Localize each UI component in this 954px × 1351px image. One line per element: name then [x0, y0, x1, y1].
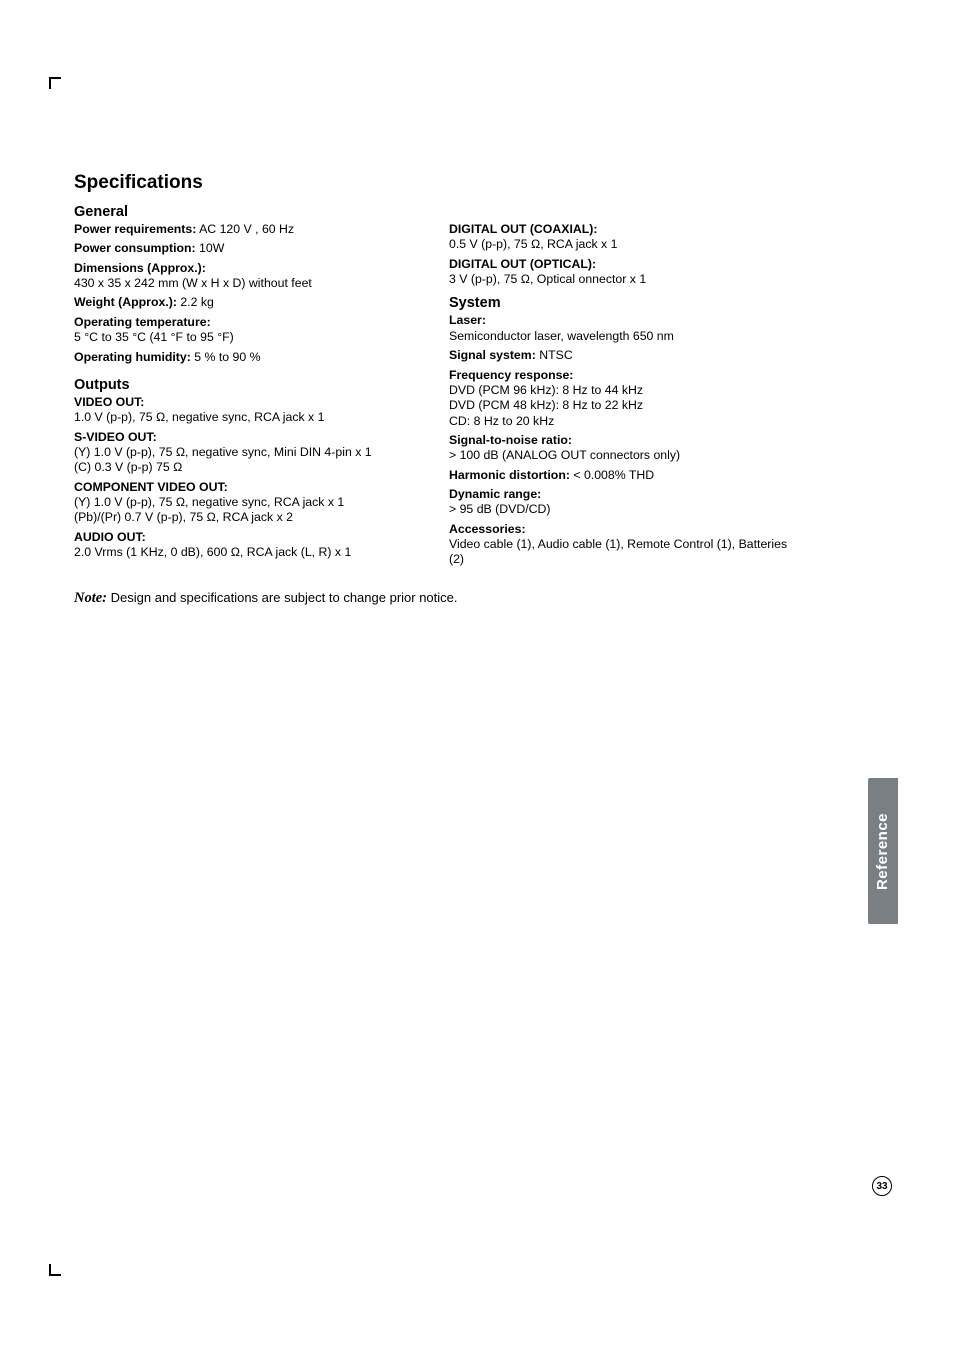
- label: Weight (Approx.):: [74, 295, 177, 309]
- label: DIGITAL OUT (OPTICAL):: [449, 257, 596, 271]
- value: 5 °C to 35 °C (41 °F to 95 °F): [74, 330, 234, 344]
- value: CD: 8 Hz to 20 kHz: [449, 414, 554, 428]
- spec-svideo-out: S-VIDEO OUT:(Y) 1.0 V (p-p), 75 Ω, negat…: [74, 430, 419, 476]
- spec-digital-opt: DIGITAL OUT (OPTICAL):3 V (p-p), 75 Ω, O…: [449, 257, 794, 288]
- value: Semiconductor laser, wavelength 650 nm: [449, 329, 674, 343]
- spec-snr: Signal-to-noise ratio:> 100 dB (ANALOG O…: [449, 433, 794, 464]
- spec-dynamic-range: Dynamic range:> 95 dB (DVD/CD): [449, 487, 794, 518]
- label: Signal system:: [449, 348, 536, 362]
- column-left: General Power requirements: AC 120 V , 6…: [74, 200, 419, 572]
- value: AC 120 V , 60 Hz: [199, 222, 294, 236]
- label: DIGITAL OUT (COAXIAL):: [449, 222, 597, 236]
- label: Harmonic distortion:: [449, 468, 570, 482]
- crop-mark: [49, 77, 51, 89]
- value: (Pb)/(Pr) 0.7 V (p-p), 75 Ω, RCA jack x …: [74, 510, 293, 524]
- spec-power-cons: Power consumption: 10W: [74, 241, 419, 256]
- spec-op-hum: Operating humidity: 5 % to 90 %: [74, 350, 419, 365]
- spec-power-req: Power requirements: AC 120 V , 60 Hz: [74, 222, 419, 237]
- spec-weight: Weight (Approx.): 2.2 kg: [74, 295, 419, 310]
- note-text: Design and specifications are subject to…: [111, 590, 458, 605]
- section-outputs: Outputs: [74, 377, 419, 393]
- label: Operating temperature:: [74, 315, 211, 329]
- spec-laser: Laser: Semiconductor laser, wavelength 65…: [449, 313, 794, 344]
- value: 1.0 V (p-p), 75 Ω, negative sync, RCA ja…: [74, 410, 324, 424]
- page-number: 33: [872, 1176, 892, 1196]
- content-area: Specifications General Power requirement…: [74, 172, 794, 607]
- section-general: General: [74, 204, 419, 220]
- spec-audio-out: AUDIO OUT:2.0 Vrms (1 KHz, 0 dB), 600 Ω,…: [74, 530, 419, 561]
- note-label: Note:: [74, 590, 107, 606]
- label: S-VIDEO OUT:: [74, 430, 157, 444]
- spec-dimensions: Dimensions (Approx.):430 x 35 x 242 mm (…: [74, 261, 419, 292]
- spec-video-out: VIDEO OUT:1.0 V (p-p), 75 Ω, negative sy…: [74, 395, 419, 426]
- label: Dimensions (Approx.):: [74, 261, 206, 275]
- value: 3 V (p-p), 75 Ω, Optical onnector x 1: [449, 272, 646, 286]
- value: Video cable (1), Audio cable (1), Remote…: [449, 537, 787, 566]
- label: Operating humidity:: [74, 350, 191, 364]
- label: Power consumption:: [74, 241, 196, 255]
- spec-component-out: COMPONENT VIDEO OUT:(Y) 1.0 V (p-p), 75 …: [74, 480, 419, 526]
- label: AUDIO OUT:: [74, 530, 146, 544]
- value: (C) 0.3 V (p-p) 75 Ω: [74, 460, 182, 474]
- label: Frequency response:: [449, 368, 573, 382]
- spec-op-temp: Operating temperature:5 °C to 35 °C (41 …: [74, 315, 419, 346]
- value: < 0.008% THD: [573, 468, 654, 482]
- value: NTSC: [539, 348, 572, 362]
- spacer: [449, 200, 794, 222]
- label: Dynamic range:: [449, 487, 541, 501]
- value: (Y) 1.0 V (p-p), 75 Ω, negative sync, RC…: [74, 495, 344, 509]
- value: 10W: [199, 241, 224, 255]
- label: Laser:: [449, 313, 486, 327]
- value: 5 % to 90 %: [194, 350, 260, 364]
- spec-freq-response: Frequency response:DVD (PCM 96 kHz): 8 H…: [449, 368, 794, 429]
- value: 2.2 kg: [180, 295, 214, 309]
- value: DVD (PCM 48 kHz): 8 Hz to 22 kHz: [449, 398, 643, 412]
- value: 0.5 V (p-p), 75 Ω, RCA jack x 1: [449, 237, 617, 251]
- note: Note: Design and specifications are subj…: [74, 590, 794, 607]
- column-right: DIGITAL OUT (COAXIAL):0.5 V (p-p), 75 Ω,…: [449, 200, 794, 572]
- value: 430 x 35 x 242 mm (W x H x D) without fe…: [74, 276, 312, 290]
- value: > 100 dB (ANALOG OUT connectors only): [449, 448, 680, 462]
- label: COMPONENT VIDEO OUT:: [74, 480, 228, 494]
- label: Power requirements:: [74, 222, 196, 236]
- spec-thd: Harmonic distortion: < 0.008% THD: [449, 468, 794, 483]
- section-system: System: [449, 295, 794, 311]
- label: Signal-to-noise ratio:: [449, 433, 572, 447]
- spec-signal-system: Signal system: NTSC: [449, 348, 794, 363]
- value: > 95 dB (DVD/CD): [449, 502, 550, 516]
- spec-digital-coax: DIGITAL OUT (COAXIAL):0.5 V (p-p), 75 Ω,…: [449, 222, 794, 253]
- crop-mark: [49, 1264, 51, 1276]
- side-tab-label: Reference: [875, 812, 892, 889]
- value: (Y) 1.0 V (p-p), 75 Ω, negative sync, Mi…: [74, 445, 372, 459]
- value: 2.0 Vrms (1 KHz, 0 dB), 600 Ω, RCA jack …: [74, 545, 351, 559]
- side-tab: Reference: [868, 778, 898, 924]
- label: Accessories:: [449, 522, 526, 536]
- page-title: Specifications: [74, 172, 794, 194]
- columns: General Power requirements: AC 120 V , 6…: [74, 200, 794, 572]
- page: Specifications General Power requirement…: [0, 0, 954, 1351]
- spec-accessories: Accessories:Video cable (1), Audio cable…: [449, 522, 794, 568]
- value: DVD (PCM 96 kHz): 8 Hz to 44 kHz: [449, 383, 643, 397]
- label: VIDEO OUT:: [74, 395, 144, 409]
